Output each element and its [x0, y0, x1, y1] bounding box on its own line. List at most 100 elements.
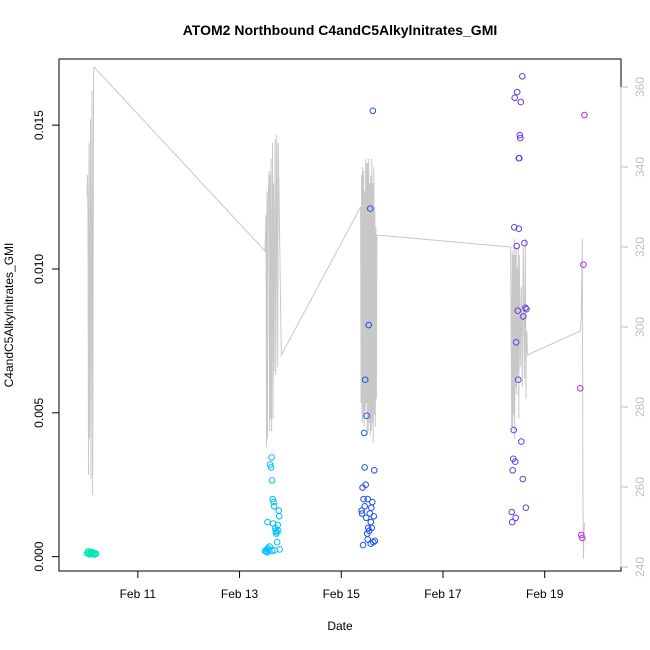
data-point: [268, 477, 276, 484]
data-point: [518, 438, 525, 445]
data-point: [360, 495, 367, 503]
plot-area-border: [58, 58, 622, 572]
y2-tick-label: 340: [633, 157, 647, 177]
data-point: [359, 541, 367, 549]
data-point: [367, 205, 374, 212]
data-point: [362, 514, 370, 522]
y2-tick-label: 260: [633, 477, 647, 497]
data-point: [577, 385, 584, 392]
data-point: [517, 98, 525, 106]
data-point: [272, 527, 280, 535]
x-axis: Feb 11 Feb 13 Feb 15 Feb 17 Feb 19: [120, 570, 564, 601]
data-point: [508, 508, 516, 516]
data-point: [364, 536, 372, 543]
data-point: [270, 498, 277, 506]
data-point: [521, 239, 528, 247]
data-point: [268, 547, 276, 555]
x-tick-label: Feb 19: [526, 587, 564, 601]
data-point: [513, 88, 521, 96]
data-point: [271, 547, 278, 554]
data-point: [270, 503, 278, 510]
line-layer: [86, 65, 585, 560]
data-point: [512, 339, 520, 346]
data-point: [275, 513, 283, 520]
data-point: [522, 504, 530, 512]
data-point: [581, 111, 588, 119]
data-point: [274, 527, 282, 535]
data-point: [515, 154, 523, 162]
data-point: [578, 531, 585, 539]
data-point: [92, 550, 100, 558]
data-point: [363, 412, 371, 420]
data-point: [361, 464, 369, 471]
y2-tick-label: 360: [633, 77, 647, 97]
data-point: [517, 134, 524, 142]
data-point: [367, 518, 375, 526]
data-point: [509, 467, 517, 474]
y2-tick-label: 280: [633, 397, 647, 417]
data-point: [370, 538, 377, 546]
y2-tick-label: 300: [633, 317, 647, 337]
data-point: [269, 495, 276, 503]
data-point: [368, 504, 375, 512]
data-point: [360, 429, 368, 437]
x-tick-label: Feb 17: [424, 587, 462, 601]
data-point: [519, 73, 526, 80]
data-point: [267, 464, 275, 471]
data-point: [268, 454, 275, 461]
data-point: [266, 461, 274, 468]
data-point: [371, 537, 379, 545]
data-point: [516, 131, 524, 139]
data-point: [520, 313, 527, 320]
data-point: [523, 305, 530, 313]
data-point: [365, 321, 373, 329]
data-point: [358, 510, 366, 517]
data-point: [514, 307, 522, 315]
y-axis-label: C4andC5Alkylnitrates_GMI: [2, 243, 16, 388]
data-point: [264, 549, 271, 556]
y-tick-label: 0.000: [32, 541, 46, 571]
x-tick-label: Feb 11: [120, 587, 157, 601]
chart-title: ATOM2 Northbound C4andC5Alkylnitrates_GM…: [183, 22, 498, 38]
y2-tick-label: 240: [633, 557, 647, 577]
data-point: [515, 376, 522, 384]
data-point: [511, 458, 519, 466]
data-point: [364, 524, 372, 532]
data-point: [362, 481, 370, 489]
data-point: [369, 107, 377, 115]
data-point: [515, 225, 523, 232]
x-tick-label: Feb 15: [323, 587, 361, 601]
y2-tick-label: 320: [633, 237, 647, 257]
data-point: [369, 498, 376, 506]
y-axis-right: 240 260 280 300 320 340 360: [620, 77, 647, 577]
points-layer: [83, 73, 588, 558]
data-point: [579, 534, 586, 542]
data-point: [371, 467, 378, 474]
data-point: [366, 510, 374, 517]
data-point: [273, 528, 281, 536]
data-point: [361, 376, 369, 384]
data-point: [510, 224, 518, 231]
series-line: [86, 65, 585, 560]
data-point: [508, 518, 516, 526]
y-tick-label: 0.005: [32, 397, 46, 427]
data-point: [513, 242, 521, 250]
data-point: [273, 538, 281, 546]
y-tick-label: 0.010: [32, 254, 46, 284]
y-tick-label: 0.015: [32, 110, 46, 140]
y-axis-left: 0.000 0.005 0.010 0.015: [32, 110, 60, 572]
data-point: [264, 518, 271, 526]
data-point: [580, 261, 587, 269]
data-point: [512, 514, 520, 522]
data-point: [275, 507, 283, 514]
data-point: [361, 503, 369, 510]
data-point: [522, 304, 529, 312]
data-point: [370, 513, 378, 520]
data-point: [511, 94, 519, 102]
data-point: [364, 495, 372, 503]
x-tick-label: Feb 13: [221, 587, 259, 601]
data-point: [510, 426, 518, 434]
data-point: [519, 475, 527, 483]
data-point: [358, 507, 365, 514]
